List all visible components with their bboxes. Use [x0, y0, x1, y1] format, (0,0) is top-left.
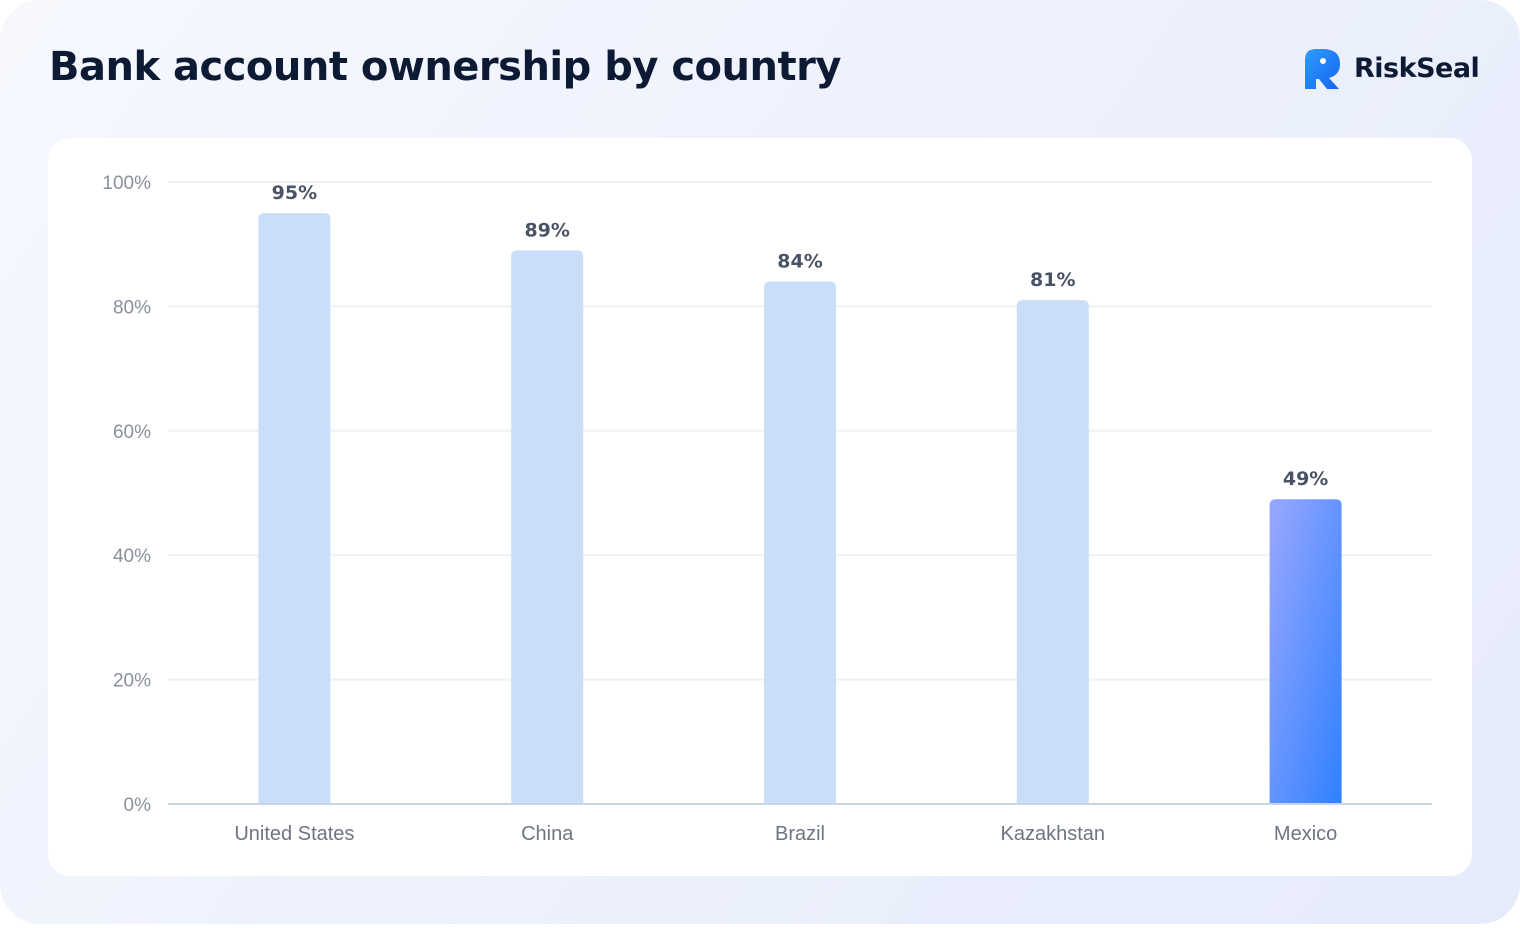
bar-value-label: 49%: [1283, 468, 1328, 490]
bar: [1016, 300, 1089, 804]
x-category-label: Mexico: [1274, 823, 1337, 845]
riskseal-logo-icon: [1305, 49, 1340, 89]
bar: [764, 281, 836, 804]
page-title: Bank account ownership by country: [49, 44, 841, 90]
y-tick-label: 0%: [124, 795, 152, 816]
bar: [511, 250, 584, 805]
brand-logo: RiskSeal: [1302, 47, 1480, 89]
brand-name: RiskSeal: [1354, 52, 1480, 84]
y-tick-label: 60%: [113, 422, 151, 443]
chart-card: 0% 20% 40% 60% 80% 100% 95% 89% 84% 81% 49% Unite…: [48, 138, 1472, 876]
y-tick-label: 100%: [102, 173, 151, 194]
x-category-label: Kazakhstan: [1001, 823, 1106, 845]
x-axis-categories: United States China Brazil Kazakhstan Mexico: [234, 823, 1337, 845]
x-category-label: United States: [234, 823, 354, 845]
bar-chart: 0% 20% 40% 60% 80% 100% 95% 89% 84% 81% 49% Unite…: [102, 173, 1432, 845]
bar-value-label: 81%: [1030, 269, 1075, 291]
y-axis-ticks: 0% 20% 40% 60% 80% 100%: [102, 173, 151, 816]
x-category-label: Brazil: [775, 823, 825, 845]
y-tick-label: 80%: [113, 297, 151, 318]
bar-value-label: 89%: [524, 219, 569, 241]
y-tick-label: 40%: [113, 546, 151, 567]
bar-value-label: 95%: [272, 182, 317, 204]
value-labels: 95% 89% 84% 81% 49%: [272, 182, 1329, 490]
bar: [1269, 499, 1342, 804]
bar-value-label: 84%: [777, 251, 822, 273]
y-tick-label: 20%: [113, 671, 151, 692]
bar: [258, 213, 331, 805]
x-category-label: China: [521, 823, 574, 845]
bars: [258, 213, 1342, 805]
